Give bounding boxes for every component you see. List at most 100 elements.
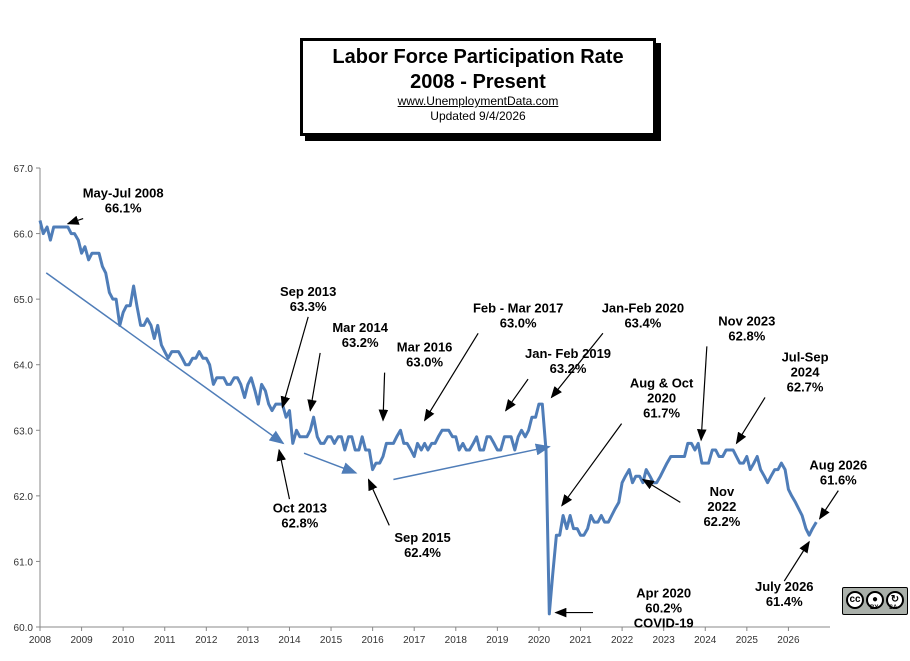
y-tick-label: 61.0 [14, 557, 34, 568]
creative-commons-by-sa-icon[interactable]: cc ● ↻ BY SA [842, 587, 908, 615]
annotation-label: 60.2% [645, 600, 682, 615]
annotation-arrow [641, 478, 681, 503]
annotation-label: May-Jul 2008 [83, 186, 164, 201]
cc-icon: cc [846, 591, 864, 609]
x-tick-label: 2026 [777, 635, 800, 646]
y-tick-label: 60.0 [14, 623, 34, 634]
annotation-label: 61.4% [766, 594, 803, 609]
annotation-arrow [696, 346, 708, 442]
annotation-label: COVID-19 [634, 615, 694, 630]
trend-line [393, 443, 551, 481]
chart-title-box: Labor Force Participation Rate 2008 - Pr… [300, 38, 656, 136]
annotation-arrow [276, 448, 291, 500]
annotation-arrow [378, 372, 389, 422]
annotation-label: 63.0% [406, 355, 443, 370]
annotation-label: 61.6% [820, 473, 857, 488]
annotation-label: 63.0% [500, 315, 537, 330]
annotation-label: July 2026 [755, 579, 814, 594]
x-tick-label: 2018 [445, 635, 468, 646]
annotation-label: 63.2% [550, 361, 587, 376]
sa-label: SA [889, 605, 898, 611]
annotation-label: 62.2% [703, 514, 740, 529]
annotation-arrow [280, 316, 309, 409]
x-tick-label: 2012 [195, 635, 218, 646]
x-tick-label: 2021 [569, 635, 592, 646]
annotation-arrow [504, 378, 529, 412]
x-tick-label: 2022 [611, 635, 634, 646]
chart-title: Labor Force Participation Rate [332, 46, 624, 68]
annotation-arrow [367, 478, 390, 526]
x-tick-label: 2008 [29, 635, 52, 646]
updated-date: Updated 9/4/2026 [430, 109, 526, 123]
y-tick-label: 64.0 [14, 361, 34, 372]
by-label: BY [870, 605, 879, 611]
annotation-label: 63.3% [290, 299, 327, 314]
trend-line [303, 452, 358, 474]
annotation-label: 61.7% [643, 406, 680, 421]
annotation-label: Oct 2013 [273, 500, 327, 515]
annotation-label: Sep 2013 [280, 284, 336, 299]
annotation-label: Aug & Oct [630, 376, 694, 391]
annotation-label: 2024 [791, 364, 821, 379]
x-tick-label: 2023 [653, 635, 676, 646]
annotation-label: 2022 [707, 499, 736, 514]
x-tick-label: 2019 [486, 635, 509, 646]
x-tick-label: 2015 [320, 635, 343, 646]
x-tick-label: 2014 [278, 635, 301, 646]
trend-line [45, 272, 285, 445]
annotation-arrow [561, 423, 623, 507]
y-tick-label: 65.0 [14, 295, 34, 306]
x-tick-label: 2011 [154, 635, 176, 646]
annotation-arrow [423, 332, 479, 422]
sa-icon: ↻ [886, 591, 904, 609]
x-tick-label: 2016 [362, 635, 385, 646]
annotation-arrow [307, 352, 321, 412]
annotation-label: Mar 2016 [397, 340, 453, 355]
annotation-label: 62.8% [728, 328, 765, 343]
annotation-arrow [783, 540, 810, 582]
annotation-arrow [818, 490, 839, 520]
y-tick-label: 66.0 [14, 230, 34, 241]
annotation-label: Apr 2020 [636, 585, 691, 600]
x-tick-label: 2017 [403, 635, 426, 646]
annotation-label: 62.8% [281, 515, 318, 530]
annotation-arrow [66, 215, 84, 225]
x-tick-label: 2010 [112, 635, 135, 646]
annotation-arrow [735, 397, 766, 445]
annotation-label: Aug 2026 [809, 458, 867, 473]
annotation-label: Jul-Sep [782, 349, 829, 364]
y-tick-label: 63.0 [14, 426, 34, 437]
x-tick-label: 2024 [694, 635, 717, 646]
chart-subtitle: 2008 - Present [410, 71, 546, 93]
annotation-label: Nov [710, 484, 735, 499]
source-link[interactable]: www.UnemploymentData.com [397, 94, 559, 108]
x-tick-label: 2013 [237, 635, 260, 646]
annotation-label: Mar 2014 [332, 320, 388, 335]
y-tick-label: 62.0 [14, 492, 34, 503]
series-line [38, 220, 818, 616]
annotation-label: Sep 2015 [394, 530, 450, 545]
annotation-label: 63.2% [342, 335, 379, 350]
annotation-label: 62.7% [787, 379, 824, 394]
annotation-label: 2020 [647, 391, 676, 406]
x-tick-label: 2020 [528, 635, 551, 646]
annotation-label: 63.4% [624, 315, 661, 330]
annotation-label: Jan-Feb 2020 [602, 300, 684, 315]
annotation-arrow [550, 332, 604, 399]
annotation-label: 66.1% [105, 201, 142, 216]
